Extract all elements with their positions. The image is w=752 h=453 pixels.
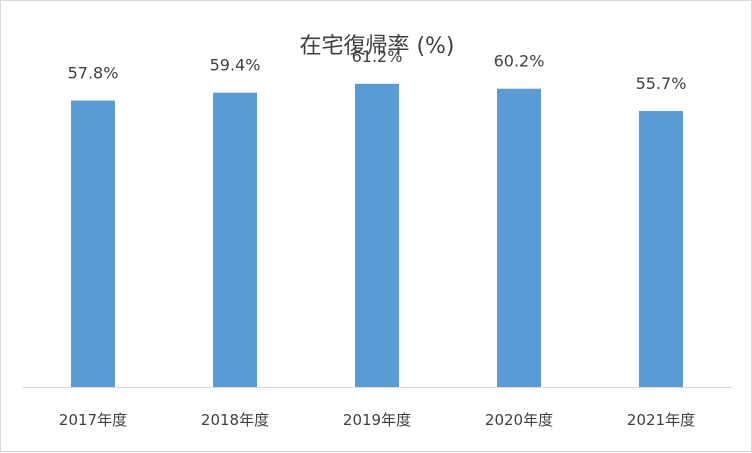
bars-group [71,83,683,388]
x-tick-label-2019年度: 2019年度 [343,411,411,429]
data-label-2021年度: 55.7% [636,74,687,93]
chart-title: 在宅復帰率 (%) [299,34,454,59]
data-label-2019年度: 61.2% [352,47,403,66]
bar-2021年度 [639,111,683,387]
x-tick-label-2017年度: 2017年度 [59,411,127,429]
x-tick-label-2018年度: 2018年度 [201,411,269,429]
bar-2017年度 [71,100,115,387]
data-label-2018年度: 59.4% [210,56,261,75]
x-tick-labels-group: 2017年度 2018年度 2019年度 2020年度 2021年度 [59,411,695,429]
data-label-2017年度: 57.8% [68,64,119,83]
data-label-2020年度: 60.2% [494,52,545,71]
data-labels-group: 57.8% 59.4% 61.2% 60.2% 55.7% [68,47,687,93]
bar-2018年度 [213,92,257,387]
bar-2019年度 [355,83,399,388]
x-tick-label-2020年度: 2020年度 [485,411,553,429]
bar-2020年度 [497,88,541,387]
x-tick-label-2021年度: 2021年度 [627,411,695,429]
